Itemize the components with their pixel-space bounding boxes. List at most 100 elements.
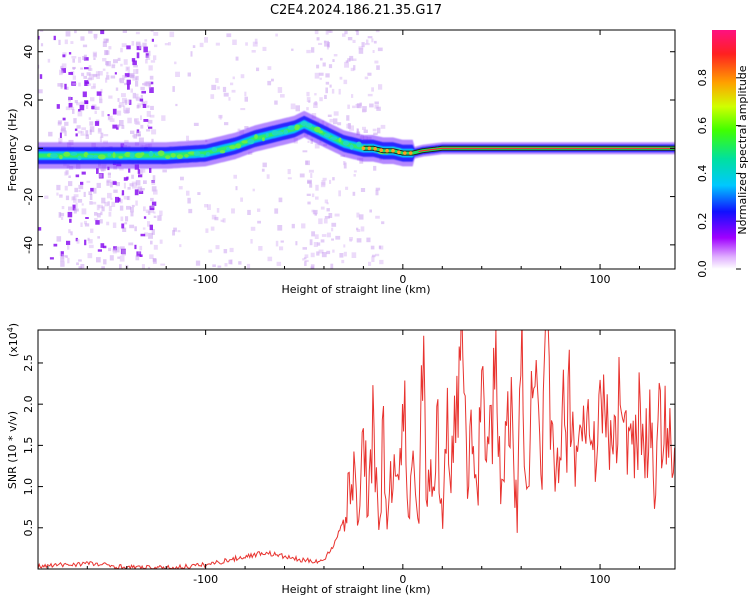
spectrogram-speck bbox=[371, 254, 376, 258]
spectrogram-speck bbox=[150, 81, 154, 85]
spectrogram-speck bbox=[99, 219, 103, 224]
spectrogram-speck bbox=[250, 239, 253, 244]
spectrogram-speck bbox=[81, 72, 85, 77]
spectrogram-speck bbox=[44, 195, 49, 199]
spectrogram-blob bbox=[219, 150, 226, 154]
spectrogram-blob bbox=[50, 153, 58, 158]
spectrogram-speck bbox=[151, 129, 157, 135]
spectrogram-speck bbox=[101, 206, 105, 212]
spectrogram-speck bbox=[341, 259, 345, 264]
spectrogram-speck bbox=[89, 121, 94, 126]
spectrogram-speck bbox=[95, 71, 100, 76]
spectrogram-speck bbox=[139, 245, 143, 251]
spectrogram-speck bbox=[331, 88, 335, 94]
spectrogram-speck bbox=[71, 56, 77, 59]
spectrogram-speck bbox=[381, 221, 385, 225]
spectrogram-speck bbox=[56, 184, 61, 191]
spectrogram-speck bbox=[277, 225, 283, 231]
spectrogram-speck bbox=[367, 36, 373, 39]
spectrogram-speck bbox=[139, 254, 143, 257]
spectrogram-speck bbox=[256, 67, 260, 72]
spectrogram-speck bbox=[373, 132, 378, 135]
spectrogram-speck bbox=[137, 186, 143, 193]
spectrogram-speck bbox=[74, 100, 78, 104]
spectrogram-speck bbox=[85, 101, 89, 104]
spectrogram-speck bbox=[66, 240, 71, 245]
spectrogram-speck bbox=[147, 50, 151, 56]
spectrogram-speck bbox=[235, 56, 239, 61]
spectrogram-speck bbox=[100, 243, 105, 248]
spectrogram-blob bbox=[294, 124, 300, 131]
spectrogram-speck bbox=[67, 257, 70, 264]
spectrogram-speck bbox=[276, 261, 282, 266]
spectrogram-speck bbox=[90, 97, 95, 102]
spectrogram-blob bbox=[261, 137, 265, 142]
spectrogram-speck bbox=[356, 238, 362, 243]
spectrogram-speck bbox=[310, 138, 313, 144]
spectrogram-speck bbox=[147, 105, 150, 108]
spectrogram-speck bbox=[352, 58, 357, 61]
spectrogram-speck bbox=[278, 197, 283, 203]
spectrogram-x-label: Height of straight line (km) bbox=[281, 283, 430, 296]
spectrogram-speck bbox=[364, 43, 370, 46]
spectrogram-speck bbox=[362, 109, 366, 113]
spectrogram-speck bbox=[72, 109, 75, 114]
spectrogram-speck bbox=[321, 252, 327, 258]
spectrogram-speck bbox=[153, 211, 156, 214]
spectrogram-speck bbox=[335, 235, 341, 240]
spectrogram-speck bbox=[304, 259, 309, 262]
spectrogram-speck bbox=[98, 173, 103, 178]
spectrogram-speck bbox=[100, 211, 103, 216]
spectrogram-speck bbox=[135, 255, 140, 261]
spectrogram-speck bbox=[121, 223, 125, 229]
spectrogram-speck bbox=[97, 249, 102, 252]
spectrogram-speck bbox=[101, 169, 105, 172]
spectrogram-speck bbox=[83, 75, 87, 79]
spectrogram-speck bbox=[152, 175, 156, 181]
spectrogram-speck bbox=[287, 169, 291, 175]
spectrogram-speck bbox=[70, 106, 75, 110]
spectrogram-speck bbox=[114, 72, 117, 75]
spectrogram-speck bbox=[303, 257, 307, 260]
spectrogram-speck bbox=[378, 84, 383, 90]
spectrogram-speck bbox=[150, 30, 154, 32]
spectrogram-speck bbox=[108, 46, 112, 50]
spectrogram-speck bbox=[87, 237, 90, 241]
spectrogram-speck bbox=[74, 187, 78, 193]
spectrogram-blob bbox=[306, 123, 313, 128]
spectrogram-blob bbox=[77, 155, 82, 161]
spectrogram-speck bbox=[86, 72, 91, 76]
spectrogram-speck bbox=[338, 88, 341, 95]
spectrogram-speck bbox=[302, 247, 307, 250]
spectrogram-speck bbox=[71, 196, 77, 201]
spectrogram-speck bbox=[309, 183, 313, 188]
spectrogram-speck bbox=[78, 56, 82, 63]
spectrogram-blob bbox=[349, 144, 354, 150]
spectrogram-speck bbox=[130, 88, 133, 93]
spectrogram-speck bbox=[224, 122, 229, 126]
spectrogram-speck bbox=[262, 46, 267, 51]
spectrogram-speck bbox=[142, 227, 146, 230]
spectrogram-speck bbox=[89, 201, 93, 205]
spectrogram-speck bbox=[96, 168, 99, 174]
spectrogram-speck bbox=[252, 41, 258, 47]
spectrogram-speck bbox=[115, 196, 120, 203]
spectrogram-speck bbox=[136, 131, 141, 137]
spectrogram-speck bbox=[358, 46, 364, 50]
spectrogram-speck bbox=[306, 91, 310, 97]
spectrogram-speck bbox=[232, 76, 235, 80]
spectrogram-speck bbox=[373, 165, 377, 171]
spectrogram-speck bbox=[75, 133, 78, 137]
spectrogram-speck bbox=[174, 61, 177, 65]
colorbar-tick-label: 0.4 bbox=[696, 165, 709, 183]
spectrogram-speck bbox=[143, 206, 146, 212]
spectrogram-speck bbox=[159, 210, 163, 216]
spectrogram-speck bbox=[67, 244, 70, 250]
y-tick-label: 0.5 bbox=[22, 519, 35, 537]
spectrogram-speck bbox=[152, 258, 157, 262]
spectrogram-speck bbox=[77, 130, 82, 134]
spectrogram-speck bbox=[67, 211, 73, 218]
spectrogram-speck bbox=[261, 168, 265, 172]
spectrogram-speck bbox=[157, 215, 162, 221]
spectrogram-speck bbox=[329, 179, 332, 184]
